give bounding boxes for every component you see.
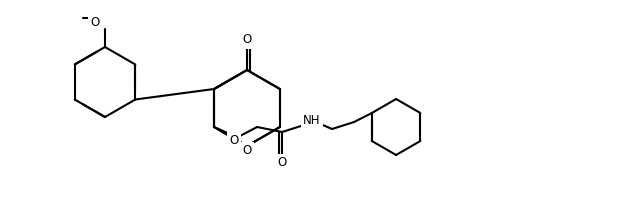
Text: O: O [277,157,287,170]
Text: O: O [229,134,239,147]
Text: O: O [243,144,252,157]
Text: O: O [243,33,252,46]
Text: NH: NH [303,115,321,128]
Text: O: O [90,16,100,29]
